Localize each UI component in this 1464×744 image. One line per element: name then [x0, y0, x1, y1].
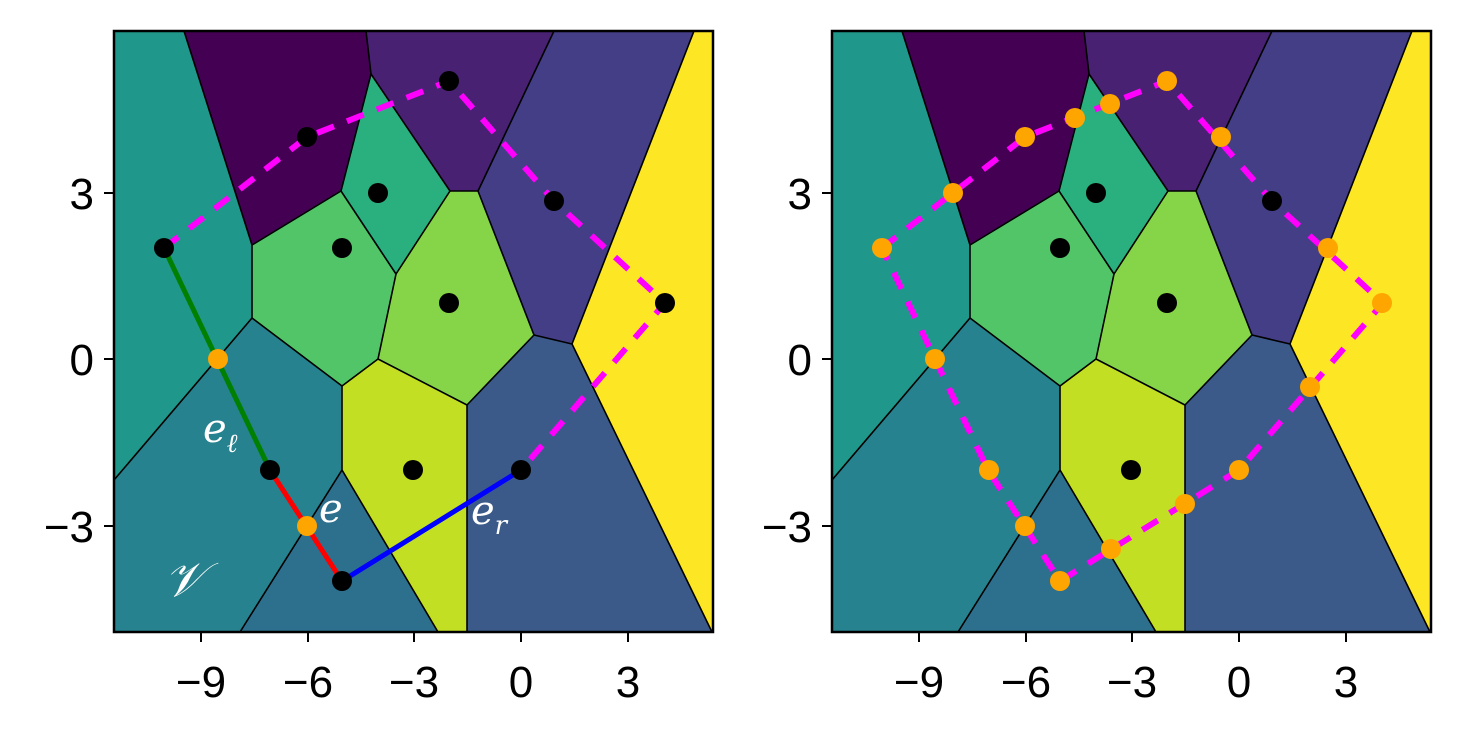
svg-text:3: 3	[70, 170, 94, 219]
label-e: e	[319, 486, 343, 532]
label-e-left: eℓ	[203, 406, 238, 459]
boundary-points-right	[872, 71, 1392, 591]
svg-text:−3: −3	[1107, 658, 1157, 707]
svg-text:3: 3	[1334, 658, 1358, 707]
vertices-right	[1050, 183, 1282, 480]
vertices-left	[154, 71, 675, 591]
right-panel: −9 −6 −3 0 3 3 0 −3	[762, 29, 1433, 707]
svg-text:−9: −9	[894, 658, 944, 707]
svg-text:−3: −3	[762, 503, 812, 552]
y-tick-labels-left: 3 0 −3	[44, 170, 94, 552]
svg-text:−3: −3	[389, 658, 439, 707]
svg-text:−3: −3	[44, 503, 94, 552]
ticks-right	[822, 192, 1347, 642]
y-tick-labels-right: 3 0 −3	[762, 170, 812, 552]
x-tick-labels-left: −9 −6 −3 0 3	[176, 658, 640, 707]
svg-text:−9: −9	[176, 658, 226, 707]
svg-text:−6: −6	[283, 658, 333, 707]
svg-text:0: 0	[70, 336, 94, 385]
left-panel: eℓ e er 𝒱 −9 −6 −3 0 3 3 0 −3	[44, 29, 715, 707]
svg-text:0: 0	[788, 336, 812, 385]
label-e-right: er	[471, 488, 509, 541]
svg-text:0: 0	[1227, 658, 1251, 707]
intersections-left	[208, 349, 317, 536]
svg-text:0: 0	[509, 658, 533, 707]
svg-text:3: 3	[788, 170, 812, 219]
svg-text:3: 3	[616, 658, 640, 707]
ticks-left	[104, 192, 629, 642]
x-tick-labels-right: −9 −6 −3 0 3	[894, 658, 1358, 707]
svg-text:−6: −6	[1001, 658, 1051, 707]
polygon-dashed-left	[162, 77, 670, 472]
edge-e-right	[340, 467, 523, 584]
